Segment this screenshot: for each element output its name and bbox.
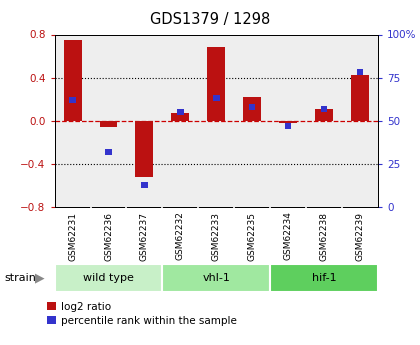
- Bar: [285, 123, 291, 129]
- Legend: log2 ratio, percentile rank within the sample: log2 ratio, percentile rank within the s…: [47, 302, 236, 326]
- Bar: [315, 109, 333, 121]
- Bar: [63, 40, 81, 121]
- Text: GSM62238: GSM62238: [320, 211, 328, 260]
- Bar: [171, 113, 189, 121]
- Text: vhl-1: vhl-1: [202, 273, 230, 283]
- Text: GDS1379 / 1298: GDS1379 / 1298: [150, 12, 270, 27]
- Bar: [100, 121, 118, 127]
- Text: GSM62234: GSM62234: [284, 211, 293, 260]
- Bar: [55, 264, 163, 292]
- Text: GSM62231: GSM62231: [68, 211, 77, 260]
- Bar: [279, 121, 297, 123]
- Text: strain: strain: [4, 273, 36, 283]
- Bar: [321, 106, 327, 112]
- Text: ▶: ▶: [34, 271, 44, 284]
- Bar: [249, 104, 255, 110]
- Bar: [135, 121, 153, 177]
- Text: GSM62237: GSM62237: [140, 211, 149, 260]
- Bar: [69, 97, 76, 103]
- Text: GSM62235: GSM62235: [248, 211, 257, 260]
- Bar: [243, 97, 261, 121]
- Text: GSM62236: GSM62236: [104, 211, 113, 260]
- Text: GSM62233: GSM62233: [212, 211, 221, 260]
- Bar: [357, 69, 363, 76]
- Bar: [270, 264, 378, 292]
- Text: hif-1: hif-1: [312, 273, 336, 283]
- Bar: [351, 76, 369, 121]
- Bar: [207, 47, 225, 121]
- Bar: [141, 181, 148, 188]
- Text: GSM62239: GSM62239: [356, 211, 365, 260]
- Bar: [105, 149, 112, 155]
- Text: GSM62232: GSM62232: [176, 211, 185, 260]
- Text: wild type: wild type: [83, 273, 134, 283]
- Bar: [163, 264, 270, 292]
- Bar: [213, 95, 220, 101]
- Bar: [177, 109, 184, 115]
